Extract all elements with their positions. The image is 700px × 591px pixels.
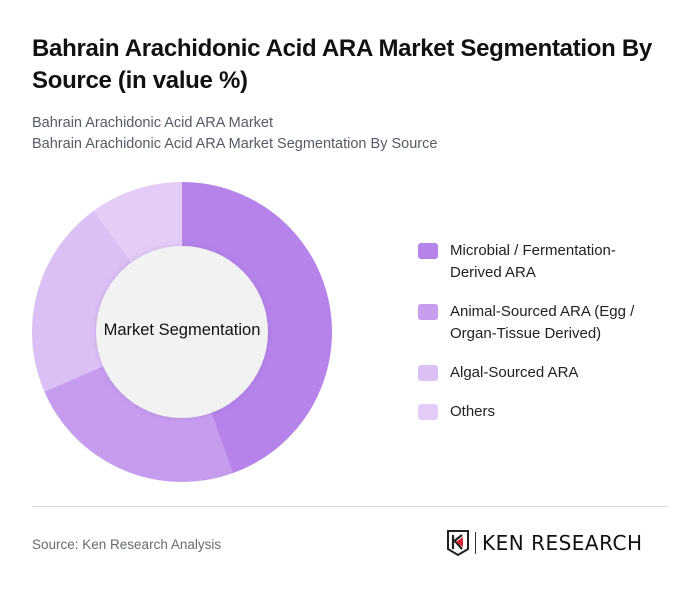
legend-swatch: [418, 404, 438, 420]
chart-subtitle: Bahrain Arachidonic Acid ARA Market Bahr…: [32, 113, 437, 155]
source-note: Source: Ken Research Analysis: [32, 537, 222, 552]
legend-label: Algal-Sourced ARA: [450, 364, 579, 381]
legend-swatch: [418, 365, 438, 381]
legend-swatch: [418, 243, 438, 259]
logo-text: KEN RESEARCH: [482, 531, 643, 555]
donut-center: [96, 246, 268, 418]
footer-divider: [32, 506, 668, 507]
subtitle-line-1: Bahrain Arachidonic Acid ARA Market: [32, 115, 273, 131]
legend: Microbial / Fermentation-Derived ARA Ani…: [418, 240, 668, 440]
legend-swatch: [418, 304, 438, 320]
subtitle-line-2: Bahrain Arachidonic Acid ARA Market Segm…: [32, 136, 438, 152]
donut-center-label: Market Segmentation: [103, 321, 261, 339]
legend-item-algal[interactable]: Algal-Sourced ARA: [418, 362, 668, 384]
legend-label: Animal-Sourced ARA (Egg / Organ-Tissue D…: [450, 303, 635, 342]
legend-item-others[interactable]: Others: [418, 401, 668, 423]
legend-label: Microbial / Fermentation-Derived ARA: [450, 242, 616, 281]
ken-research-logo: KEN RESEARCH: [447, 530, 643, 556]
legend-label: Others: [450, 403, 496, 420]
logo-separator: [475, 532, 476, 554]
donut-chart: [32, 182, 332, 482]
legend-item-animal[interactable]: Animal-Sourced ARA (Egg / Organ-Tissue D…: [418, 301, 668, 345]
chart-title: Bahrain Arachidonic Acid ARA Market Segm…: [32, 35, 652, 94]
legend-item-microbial[interactable]: Microbial / Fermentation-Derived ARA: [418, 240, 668, 284]
ken-research-logo-icon: [447, 530, 469, 556]
